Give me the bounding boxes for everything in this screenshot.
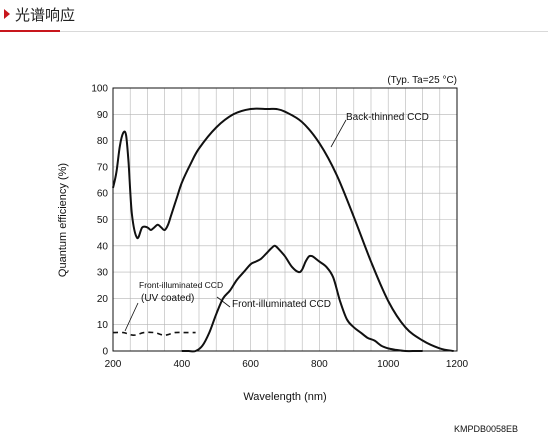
section-header: 光谱响应 <box>0 0 548 32</box>
back-thinned-label: Back-thinned CCD <box>346 112 429 123</box>
y-axis-label: Quantum efficiency (%) <box>57 163 69 277</box>
back-thinned-ccd-line <box>112 107 454 352</box>
figure-code: KMPDB0058EB <box>454 424 518 434</box>
x-tick-label: 800 <box>311 359 328 370</box>
y-tick-labels: 0 10 20 30 40 50 60 70 80 90 100 <box>91 84 108 358</box>
x-tick-label: 200 <box>105 359 122 370</box>
header-accent-bar <box>0 30 60 32</box>
x-tick-label: 400 <box>173 359 190 370</box>
front-illuminated-leader <box>216 296 231 308</box>
section-title: 光谱响应 <box>15 6 76 24</box>
uv-coated-label-line1: Front-illuminated CCD <box>139 280 223 290</box>
y-tick-label: 50 <box>97 215 109 226</box>
front-illuminated-ccd-line <box>181 244 423 353</box>
back-thinned-leader <box>330 119 347 148</box>
y-tick-label: 100 <box>91 84 108 95</box>
y-tick-label: 0 <box>102 347 108 358</box>
x-axis-label: Wavelength (nm) <box>243 391 326 403</box>
y-tick-label: 40 <box>97 241 109 252</box>
triangle-bullet-icon <box>4 9 10 19</box>
y-tick-label: 70 <box>97 162 109 173</box>
y-tick-label: 60 <box>97 189 109 200</box>
series-annotations: Back-thinned CCD Front-illuminated CCD F… <box>124 112 429 332</box>
x-tick-label: 600 <box>242 359 259 370</box>
series-layer <box>112 107 454 353</box>
uv-coated-label-line2: (UV coated) <box>141 293 194 304</box>
x-tick-label: 1000 <box>377 359 400 370</box>
x-tick-label: 1200 <box>446 359 469 370</box>
front-illuminated-label: Front-illuminated CCD <box>232 299 331 310</box>
front-illuminated-uv-coated-line <box>112 331 196 336</box>
x-tick-labels: 200 400 600 800 1000 1200 <box>105 359 469 370</box>
y-tick-label: 90 <box>97 110 109 121</box>
y-tick-label: 20 <box>97 294 109 305</box>
chart-grid <box>113 88 457 351</box>
y-tick-label: 10 <box>97 320 109 331</box>
y-tick-label: 80 <box>97 136 109 147</box>
uv-coated-leader <box>124 302 139 332</box>
header-divider <box>0 31 548 32</box>
temperature-note: (Typ. Ta=25 °C) <box>387 75 457 86</box>
plot-frame <box>112 87 458 352</box>
y-tick-label: 30 <box>97 268 109 279</box>
